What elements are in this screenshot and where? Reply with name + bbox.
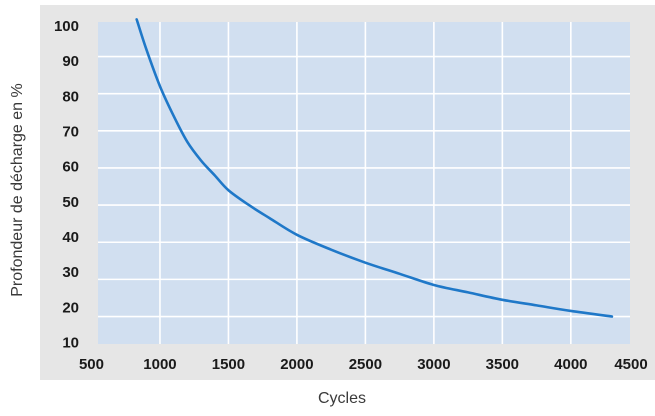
x-tick-label: 2000 (280, 356, 313, 373)
x-tick-label: 4500 (614, 356, 647, 373)
y-tick-label: 10 (62, 335, 79, 352)
y-tick-label: 70 (62, 124, 79, 141)
y-tick-label: 60 (62, 159, 79, 176)
y-tick-label: 100 (54, 18, 79, 35)
x-axis-label: Cycles (317, 390, 366, 407)
y-tick-label: 40 (62, 229, 79, 246)
x-tick-label: 4000 (554, 356, 587, 373)
y-tick-label: 50 (62, 194, 79, 211)
x-tick-label: 1000 (143, 356, 176, 373)
x-tick-labels: 500 1000 1500 2000 2500 3000 3500 4000 4500 (79, 356, 648, 373)
y-axis-label-wrap: Profondeur de décharge en % (0, 0, 36, 380)
y-tick-label: 30 (62, 264, 79, 281)
x-tick-label: 3000 (417, 356, 450, 373)
y-tick-label: 90 (62, 53, 79, 70)
x-tick-label: 2500 (349, 356, 382, 373)
y-axis-label: Profondeur de décharge en % (9, 83, 26, 297)
y-tick-label: 20 (62, 299, 79, 316)
y-tick-label: 80 (62, 88, 79, 105)
x-tick-label: 500 (79, 356, 104, 373)
x-tick-label: 1500 (212, 356, 245, 373)
grid-lines (98, 22, 630, 344)
x-tick-label: 3500 (486, 356, 519, 373)
series-group (135, 18, 614, 318)
y-tick-labels: 10 20 30 40 50 60 70 80 90 100 (54, 18, 79, 352)
series-line (135, 18, 614, 318)
plot-area (98, 22, 630, 344)
